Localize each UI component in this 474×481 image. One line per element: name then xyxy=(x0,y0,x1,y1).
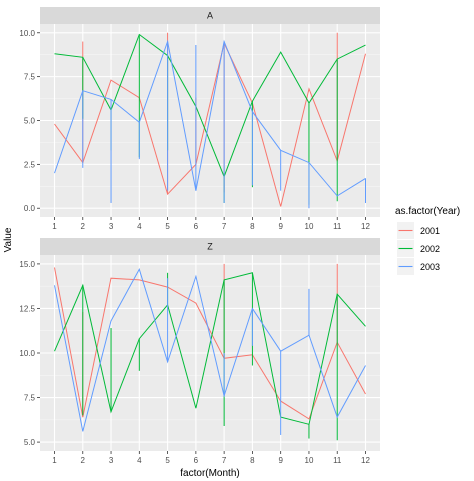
x-tick-label: 10 xyxy=(305,456,314,465)
y-axis-z: 5.0 7.5 10.0 12.5 15.0 xyxy=(19,260,40,447)
legend-label-2002: 2002 xyxy=(420,244,440,254)
series-2003 xyxy=(54,39,366,209)
strip-label-z: Z xyxy=(207,242,213,252)
series-group-a xyxy=(54,32,366,209)
x-tick-label: 6 xyxy=(194,456,199,465)
x-tick-label: 5 xyxy=(165,456,170,465)
x-tick-label: 5 xyxy=(165,222,170,231)
y-tick-label: 15.0 xyxy=(19,260,35,269)
x-tick-label: 7 xyxy=(222,222,227,231)
y-tick-label: 10.0 xyxy=(19,349,35,358)
legend-items: 2001 2002 2003 xyxy=(397,222,440,275)
series-line-2003 xyxy=(54,268,366,432)
y-tick-label: 10.0 xyxy=(19,29,35,38)
x-tick-label: 1 xyxy=(52,456,57,465)
x-tick-label: 12 xyxy=(361,456,370,465)
series-line-2002 xyxy=(54,33,366,178)
y-tick-label: 0.0 xyxy=(24,204,36,213)
x-tick-label: 9 xyxy=(278,222,283,231)
x-tick-label: 7 xyxy=(222,456,227,465)
y-tick-label: 5.0 xyxy=(24,438,36,447)
y-tick-label: 5.0 xyxy=(24,117,36,126)
legend: as.factor(Year) 2001 2002 2003 xyxy=(395,206,460,275)
x-tick-label: 11 xyxy=(333,222,342,231)
series-line-2002 xyxy=(54,272,366,425)
strip-label-a: A xyxy=(207,11,213,21)
strip-background-z xyxy=(40,238,380,255)
x-tick-label: 1 xyxy=(52,222,57,231)
x-tick-label: 3 xyxy=(109,222,114,231)
series-line-2001 xyxy=(54,267,366,420)
x-tick-label: 6 xyxy=(194,222,199,231)
x-axis-z: 1 2 3 4 5 6 7 8 9 10 11 12 xyxy=(52,451,370,465)
y-axis-a: 0.0 2.5 5.0 7.5 10.0 xyxy=(19,29,40,213)
y-tick-label: 7.5 xyxy=(24,73,36,82)
facet-panel-a: A 0.02.55.07.510.0 1 2 3 4 5 6 7 8 9 10 11 12 xyxy=(19,7,380,231)
x-tick-label: 10 xyxy=(305,222,314,231)
x-tick-label: 9 xyxy=(278,456,283,465)
x-tick-label: 3 xyxy=(109,456,114,465)
legend-label-2001: 2001 xyxy=(420,226,440,236)
series-2003 xyxy=(54,268,366,435)
strip-background-a xyxy=(40,7,380,24)
facet-panel-z: Z 5.07.510.012.515.0 1 2 3 4 5 6 7 8 9 10 11 12 xyxy=(19,238,380,465)
series-line-2001 xyxy=(54,41,366,207)
x-tick-label: 2 xyxy=(81,456,86,465)
legend-title: as.factor(Year) xyxy=(395,206,460,217)
x-tick-label: 4 xyxy=(137,222,142,231)
y-axis-title: Value xyxy=(3,227,14,252)
y-tick-label: 7.5 xyxy=(24,394,36,403)
series-group-z xyxy=(54,263,366,441)
x-tick-label: 12 xyxy=(361,222,370,231)
series-line-2003 xyxy=(54,39,366,197)
legend-label-2003: 2003 xyxy=(420,262,440,272)
x-axis-a: 1 2 3 4 5 6 7 8 9 10 11 12 xyxy=(52,217,370,231)
x-tick-label: 4 xyxy=(137,456,142,465)
x-tick-label: 8 xyxy=(250,456,255,465)
x-tick-label: 11 xyxy=(333,456,342,465)
x-tick-label: 8 xyxy=(250,222,255,231)
y-tick-label: 12.5 xyxy=(19,304,35,313)
x-axis-title: factor(Month) xyxy=(180,468,239,479)
y-tick-label: 2.5 xyxy=(24,160,36,169)
x-tick-label: 2 xyxy=(81,222,86,231)
